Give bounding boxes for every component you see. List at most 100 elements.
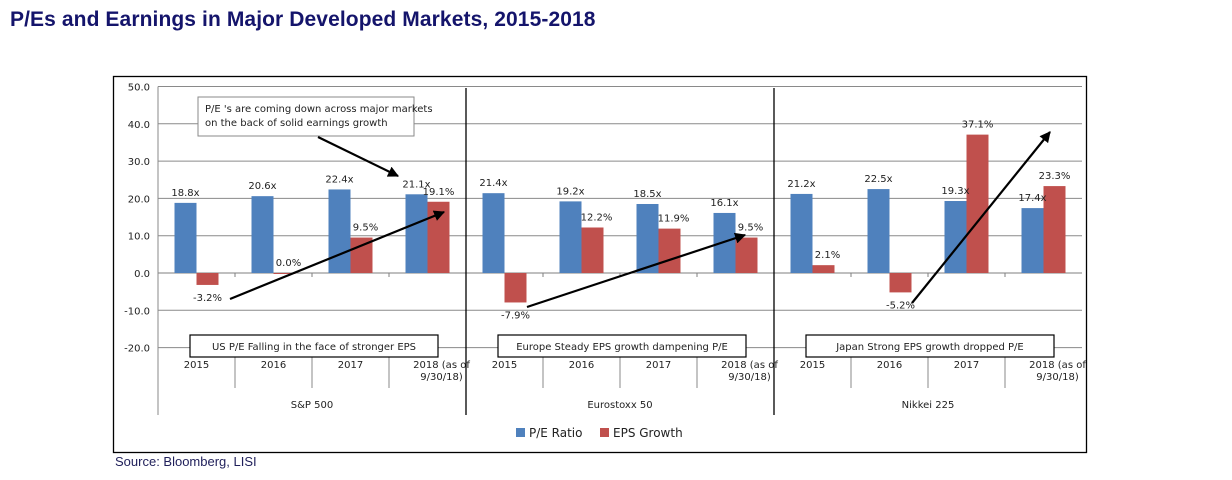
label-eps-growth: 12.2% xyxy=(581,212,613,223)
bar-eps-growth xyxy=(350,237,373,273)
category-label-line: 2016 xyxy=(877,360,902,371)
category-label-line: 9/30/18) xyxy=(728,372,771,383)
bar-eps-growth xyxy=(427,201,450,273)
bar-pe-ratio xyxy=(1021,208,1044,273)
legend-swatch-pe-ratio xyxy=(516,428,525,437)
label-eps-growth: 2.1% xyxy=(815,250,840,261)
source-note: Source: Bloomberg, LISI xyxy=(115,454,257,469)
group-label: Eurostoxx 50 xyxy=(587,400,652,411)
bar-pe-ratio xyxy=(174,202,197,273)
japan-trend-arrow xyxy=(911,131,1051,304)
category-label-line: 2017 xyxy=(338,360,363,371)
bar-pe-ratio xyxy=(251,196,274,273)
label-pe-ratio: 16.1x xyxy=(710,198,738,209)
category-label: 2016 xyxy=(877,360,902,371)
chart-frame xyxy=(112,75,1088,454)
category-label-line: 2016 xyxy=(261,360,286,371)
bar-pe-ratio xyxy=(636,203,659,273)
category-label-line: 2018 (as of xyxy=(1029,360,1086,371)
bar-eps-growth xyxy=(889,273,912,293)
label-eps-growth: 9.5% xyxy=(353,223,378,234)
category-label: 2015 xyxy=(492,360,517,371)
bar-pe-ratio xyxy=(944,201,967,273)
category-label-line: 9/30/18) xyxy=(420,372,463,383)
category-label: 2017 xyxy=(338,360,363,371)
label-pe-ratio: 22.4x xyxy=(325,174,353,185)
label-pe-ratio: 17.4x xyxy=(1018,193,1046,204)
y-tick-label: -20.0 xyxy=(124,344,150,355)
bar-eps-growth xyxy=(504,273,527,303)
label-eps-growth: 9.5% xyxy=(738,223,763,234)
bars xyxy=(174,134,1066,303)
bar-eps-growth xyxy=(812,265,835,273)
label-eps-growth: -3.2% xyxy=(193,293,222,304)
bar-pe-ratio xyxy=(559,201,582,273)
bar-pe-ratio xyxy=(482,193,505,273)
y-tick-label: 50.0 xyxy=(128,83,150,94)
annotation-box xyxy=(805,334,1055,358)
callout-text: P/E 's are coming down across major mark… xyxy=(205,104,433,129)
callout-text-line: on the back of solid earnings growth xyxy=(205,118,388,129)
bar-eps-growth xyxy=(735,237,758,273)
bar-pe-ratio xyxy=(405,194,428,273)
label-eps-growth: 23.3% xyxy=(1039,171,1071,182)
label-eps-growth: 11.9% xyxy=(658,214,690,225)
category-label: 2017 xyxy=(646,360,671,371)
arrows xyxy=(229,131,1051,309)
label-pe-ratio: 21.2x xyxy=(787,179,815,190)
category-label-line: 2016 xyxy=(569,360,594,371)
y-tick-label: -10.0 xyxy=(124,306,150,317)
y-tick-label: 10.0 xyxy=(128,232,150,243)
label-pe-ratio: 21.1x xyxy=(402,179,430,190)
annotation-box-text: US P/E Falling in the face of stronger E… xyxy=(212,342,416,353)
label-pe-ratio: 22.5x xyxy=(864,174,892,185)
category-label: 2017 xyxy=(954,360,979,371)
bar-eps-growth xyxy=(658,228,681,273)
category-label: 2016 xyxy=(569,360,594,371)
label-eps-growth: -7.9% xyxy=(501,310,530,321)
x-axis: 2015 2016 2017 2018 (as of 9/30/18)S&P 50020… xyxy=(184,88,1086,415)
callout-box xyxy=(197,96,415,137)
label-pe-ratio: 18.8x xyxy=(171,188,199,199)
group-label: S&P 500 xyxy=(291,400,333,411)
bar-eps-growth xyxy=(196,273,219,285)
label-eps-growth: 19.1% xyxy=(423,187,455,198)
y-axis: 50.0 40.0 30.0 20.0 10.0 0.0 -10.0 -20.0 xyxy=(124,83,159,415)
label-pe-ratio: 19.3x xyxy=(941,186,969,197)
category-label: 2018 (as of 9/30/18) xyxy=(1029,360,1086,383)
category-label-line: 2015 xyxy=(800,360,825,371)
legend-label-pe-ratio: P/E Ratio xyxy=(529,426,582,440)
category-label-line: 2017 xyxy=(954,360,979,371)
category-label: 2018 (as of 9/30/18) xyxy=(413,360,470,383)
data-labels: 18.8x 20.6x 22.4x 21.1x -3.2% 0.0% 9.5% 19.1% 21… xyxy=(171,120,1070,322)
label-pe-ratio: 21.4x xyxy=(479,178,507,189)
category-label-line: 2018 (as of xyxy=(413,360,470,371)
europe-trend-arrow xyxy=(526,232,747,309)
annotation-box-text: Europe Steady EPS growth dampening P/E xyxy=(516,342,728,353)
legend-swatch-eps-growth xyxy=(600,428,609,437)
label-pe-ratio: 19.2x xyxy=(556,186,584,197)
y-tick-label: 20.0 xyxy=(128,194,150,205)
bar-eps-growth xyxy=(273,273,296,274)
bar-eps-growth xyxy=(581,227,604,273)
category-label: 2016 xyxy=(261,360,286,371)
category-label-line: 2015 xyxy=(492,360,517,371)
category-label: 2015 xyxy=(184,360,209,371)
legend: P/E Ratio EPS Growth xyxy=(516,426,683,440)
bar-pe-ratio xyxy=(713,212,736,273)
bar-pe-ratio xyxy=(328,189,351,273)
annotation-box xyxy=(189,334,439,358)
annotation-boxes: US P/E Falling in the face of stronger E… xyxy=(189,96,1055,358)
label-eps-growth: 37.1% xyxy=(962,120,994,131)
us-trend-arrow xyxy=(229,210,446,301)
bar-pe-ratio xyxy=(867,189,890,273)
y-tick-label: 30.0 xyxy=(128,157,150,168)
bar-eps-growth xyxy=(1043,186,1066,273)
category-label: 2015 xyxy=(800,360,825,371)
y-tick-label: 0.0 xyxy=(134,269,150,280)
legend-label-eps-growth: EPS Growth xyxy=(613,426,683,440)
category-label: 2018 (as of 9/30/18) xyxy=(721,360,778,383)
annotation-box xyxy=(497,334,747,358)
callout-arrow xyxy=(317,136,399,177)
